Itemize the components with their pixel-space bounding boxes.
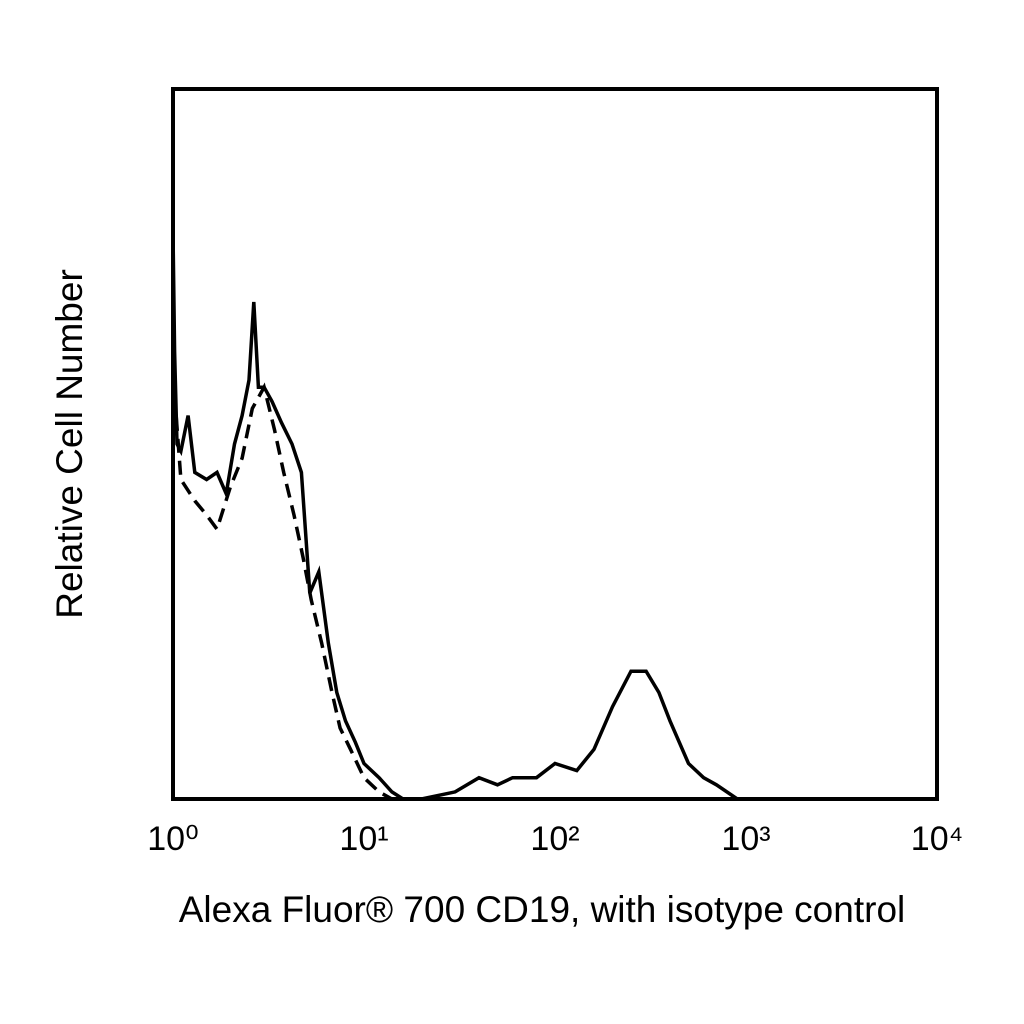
x-tick-label: 10⁰ (147, 820, 198, 858)
x-tick-label: 10¹ (339, 820, 388, 858)
plot-frame (171, 87, 939, 801)
x-axis-label: Alexa Fluor® 700 CD19, with isotype cont… (179, 889, 906, 930)
x-tick-label: 10³ (721, 820, 770, 858)
histogram-line (171, 230, 937, 801)
x-tick-label: 10² (530, 820, 579, 858)
histogram-line (171, 372, 937, 801)
x-tick-label: 10⁴ (911, 820, 963, 858)
y-axis-label: Relative Cell Number (49, 269, 90, 619)
